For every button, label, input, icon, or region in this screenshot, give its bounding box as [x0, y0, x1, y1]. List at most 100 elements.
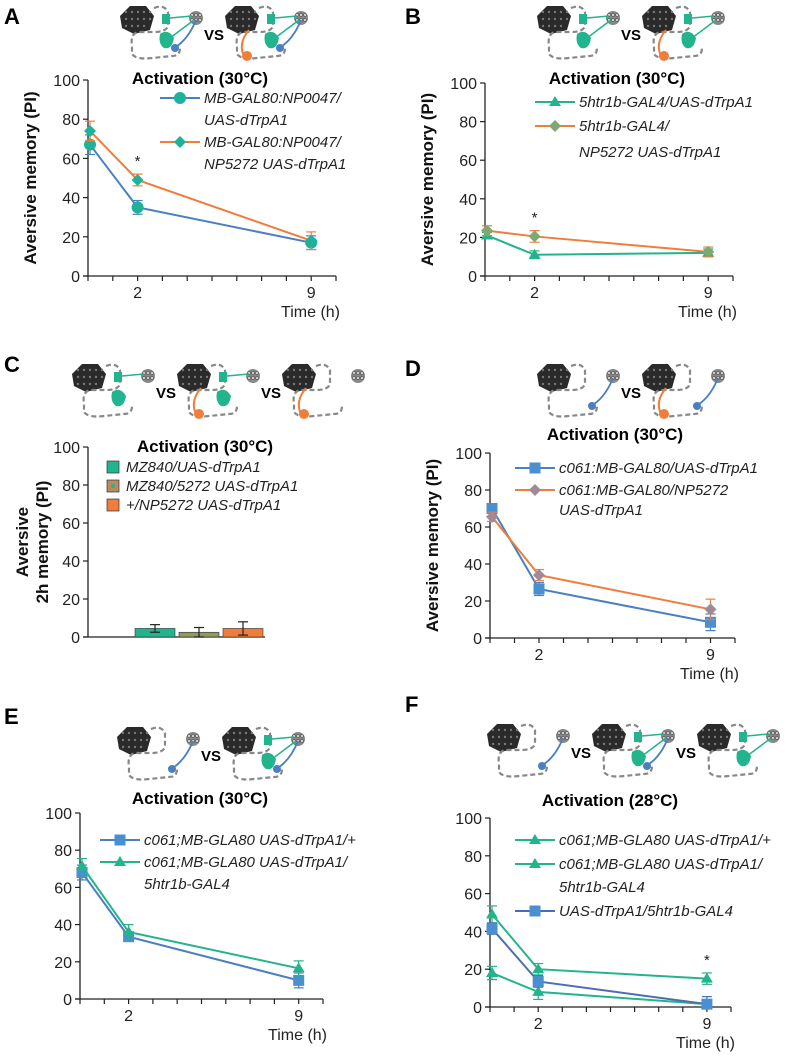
legend-label: c061;MB-GLA80 UAS-dTrpA1/+ — [559, 832, 771, 849]
calyx-dot-icon — [148, 10, 152, 14]
calyx-dot-icon — [658, 10, 662, 14]
teal-projection-icon — [746, 733, 770, 737]
y-tick-label: 40 — [54, 918, 72, 935]
glomerulus-icon — [360, 371, 364, 375]
calyx-dot-icon — [559, 10, 563, 14]
calyx-dot-icon — [100, 375, 104, 379]
teal-projection-icon — [274, 19, 300, 39]
calyx-dot-icon — [596, 735, 600, 739]
series-1 — [76, 857, 305, 977]
significance-star: * — [135, 153, 141, 170]
calyx-dot-icon — [707, 742, 711, 746]
x-tick-label: 9 — [706, 647, 715, 664]
legend-label: UAS-dTrpA1/5htr1b-GAL4 — [559, 903, 733, 920]
calyx-dot-icon — [193, 382, 197, 386]
calyx-dot-icon — [719, 735, 723, 739]
calyx-dot-icon — [235, 24, 239, 28]
y-tick-label: 60 — [464, 520, 482, 537]
neuron-schematic-icon — [177, 363, 260, 419]
glomerulus-icon — [670, 736, 674, 740]
glomerulus-icon — [615, 371, 619, 375]
y-tick-label: 80 — [62, 478, 80, 495]
chart-f: F VS VS Activation (28°C) 0 20 40 60 80 100 2 9 Time… — [405, 692, 780, 1052]
y-tick-label: 80 — [464, 483, 482, 500]
x-tick-label: 9 — [294, 1008, 303, 1025]
calyx-dot-icon — [205, 368, 209, 372]
panel-f: F VS VS Activation (28°C) 0 20 40 60 80 100 2 9 Time… — [395, 660, 790, 1056]
calyx-dot-icon — [292, 382, 296, 386]
calyx-dot-icon — [553, 375, 557, 379]
calyx-icon — [642, 6, 676, 34]
glomerulus-icon — [195, 734, 199, 738]
calyx-icon — [177, 364, 211, 392]
legend-marker — [529, 834, 541, 844]
x-tick-label: 2 — [530, 285, 539, 302]
teal-projection-icon — [586, 15, 610, 19]
calyx-dot-icon — [121, 745, 125, 749]
calyx-dot-icon — [565, 368, 569, 372]
legend-label: 5htr1b-GAL4 — [559, 879, 645, 896]
neuron-schematic-icon — [537, 363, 620, 418]
mushroom-body-outline-icon — [130, 5, 182, 60]
legend-marker — [529, 858, 541, 868]
chart-d: D VS Activation (30°C) 0 20 40 60 80 100 Aversive… — [405, 356, 758, 683]
calyx-dot-icon — [670, 368, 674, 372]
calyx-dot-icon — [130, 24, 134, 28]
data-point — [84, 138, 96, 151]
calyx-dot-icon — [541, 24, 545, 28]
calyx-dot-icon — [652, 375, 656, 379]
calyx-dot-icon — [244, 745, 248, 749]
glomerulus-icon — [712, 376, 716, 380]
calyx-dot-icon — [509, 735, 513, 739]
serotonin-neuron-icon — [159, 14, 174, 49]
calyx-dot-icon — [565, 375, 569, 379]
glomerulus-icon — [150, 371, 154, 375]
calyx-dot-icon — [76, 368, 80, 372]
panel-letter: F — [405, 692, 418, 717]
calyx-dot-icon — [250, 731, 254, 735]
calyx-dot-icon — [565, 10, 569, 14]
glomerulus-icon — [300, 739, 304, 743]
antennal-lobe-icon — [556, 729, 570, 743]
calyx-dot-icon — [553, 24, 557, 28]
data-point — [305, 234, 318, 247]
glomerulus-icon — [299, 13, 303, 17]
calyx-dot-icon — [608, 728, 612, 732]
legend-marker — [549, 96, 561, 106]
calyx-dot-icon — [286, 375, 290, 379]
calyx-dot-icon — [187, 368, 191, 372]
calyx-dot-icon — [713, 735, 717, 739]
legend-label: MB-GAL80:NP0047/ — [204, 134, 343, 151]
calyx-dot-icon — [608, 742, 612, 746]
calyx-dot-icon — [238, 738, 242, 742]
data-point — [700, 972, 713, 983]
y-tick-label: 0 — [468, 269, 477, 286]
chart-e: E VS Activation (30°C) 0 20 40 60 80 100 2 9 Time (… — [4, 704, 356, 1044]
calyx-dot-icon — [559, 17, 563, 21]
glomerulus-icon — [191, 734, 195, 738]
blue-neuron-projection-icon — [170, 740, 194, 770]
neuron-schematic-icon — [592, 723, 675, 778]
calyx-dot-icon — [124, 24, 128, 28]
x-tick-label: 2 — [535, 647, 544, 664]
mushroom-body-outline-icon — [292, 363, 344, 418]
calyx-dot-icon — [652, 368, 656, 372]
calyx-dot-icon — [145, 738, 149, 742]
calyx-dot-icon — [503, 742, 507, 746]
orange-neuron-soma-icon — [194, 409, 204, 419]
calyx-dot-icon — [553, 17, 557, 21]
chart-title: Activation (30°C) — [132, 69, 268, 88]
x-axis-label: Time (h) — [680, 666, 739, 683]
calyx-dot-icon — [241, 10, 245, 14]
teal-projection-icon — [121, 373, 145, 377]
y-tick-label: 60 — [464, 887, 482, 904]
data-point — [486, 908, 498, 919]
calyx-dot-icon — [253, 17, 257, 21]
glomerulus-icon — [198, 13, 202, 17]
y-tick-label: 40 — [62, 554, 80, 571]
calyx-dot-icon — [142, 17, 146, 21]
calyx-dot-icon — [701, 742, 705, 746]
calyx-icon — [592, 724, 626, 752]
data-point — [131, 201, 144, 214]
calyx-dot-icon — [725, 728, 729, 732]
